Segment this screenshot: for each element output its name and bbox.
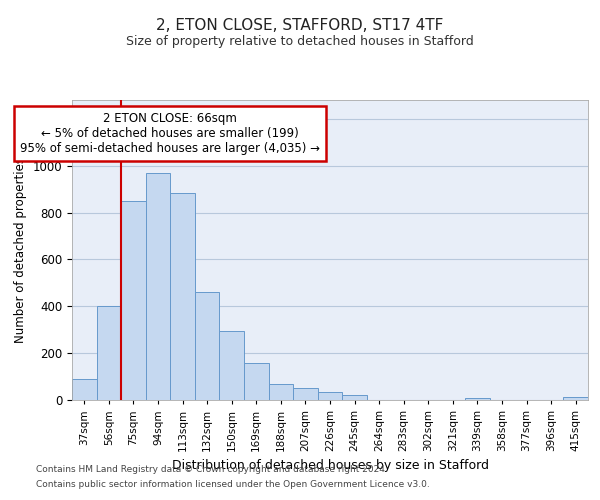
X-axis label: Distribution of detached houses by size in Stafford: Distribution of detached houses by size … xyxy=(172,460,488,472)
Bar xyxy=(121,201,146,400)
Bar xyxy=(244,362,269,400)
Bar xyxy=(342,396,367,400)
Y-axis label: Number of detached properties: Number of detached properties xyxy=(14,157,27,343)
Text: 2, ETON CLOSE, STAFFORD, ST17 4TF: 2, ETON CLOSE, STAFFORD, ST17 4TF xyxy=(157,18,443,32)
Text: 2 ETON CLOSE: 66sqm
← 5% of detached houses are smaller (199)
95% of semi-detach: 2 ETON CLOSE: 66sqm ← 5% of detached hou… xyxy=(20,112,320,154)
Text: Contains public sector information licensed under the Open Government Licence v3: Contains public sector information licen… xyxy=(36,480,430,489)
Text: Size of property relative to detached houses in Stafford: Size of property relative to detached ho… xyxy=(126,35,474,48)
Bar xyxy=(170,192,195,400)
Bar xyxy=(465,398,490,400)
Bar xyxy=(97,306,121,400)
Bar xyxy=(318,392,342,400)
Bar xyxy=(293,388,318,400)
Bar xyxy=(269,384,293,400)
Text: Contains HM Land Registry data © Crown copyright and database right 2024.: Contains HM Land Registry data © Crown c… xyxy=(36,465,388,474)
Bar xyxy=(220,331,244,400)
Bar xyxy=(146,172,170,400)
Bar xyxy=(195,292,220,400)
Bar xyxy=(563,397,588,400)
Bar xyxy=(72,379,97,400)
